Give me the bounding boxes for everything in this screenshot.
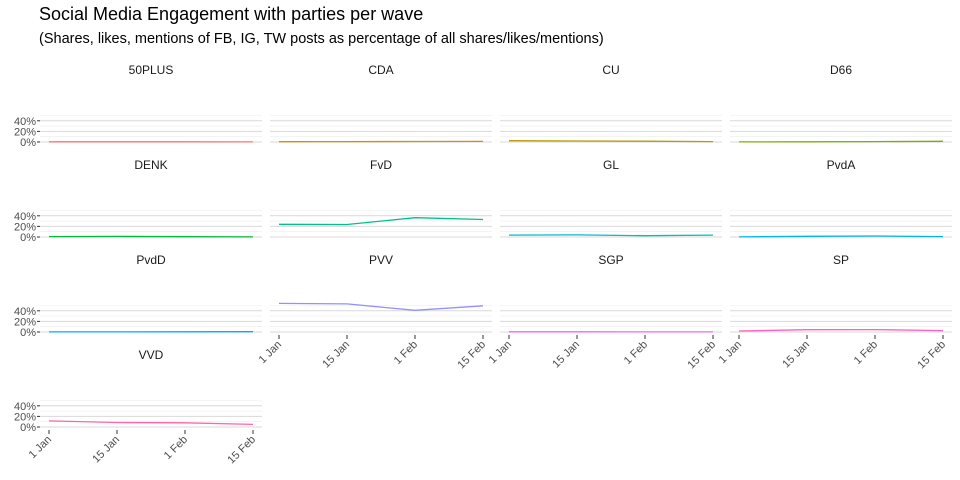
- facet-cu: CU: [500, 63, 722, 143]
- x-tick-label: 15 Jan: [550, 339, 582, 371]
- series-line-denk: [48, 235, 254, 238]
- series-line-vvd: [48, 420, 254, 426]
- series-line-pvda: [738, 235, 944, 238]
- facet-pvdd: PvdD 0%20%40%: [14, 253, 262, 339]
- facet-vvd: VVD 0%20%40% 1 Jan 15 Jan 1 Feb 15 Feb: [14, 348, 262, 466]
- series-line-pvv: [278, 302, 484, 311]
- facet-label-d66: D66: [830, 63, 852, 77]
- facet-50plus: 50PLUS 0%20%40%: [14, 63, 262, 149]
- y-tick-label: 40%: [14, 306, 36, 318]
- y-tick-label: 40%: [14, 116, 36, 128]
- facet-label-cda: CDA: [368, 63, 393, 77]
- y-tick-label: 40%: [14, 401, 36, 413]
- x-tick-label: 1 Feb: [392, 339, 420, 367]
- x-tick-label: 15 Jan: [780, 339, 812, 371]
- facet-label-sp: SP: [833, 253, 849, 267]
- facet-pvv: PVV 1 Jan 15 Jan 1 Feb 15 Feb: [257, 253, 492, 371]
- facet-label-gl: GL: [603, 158, 619, 172]
- x-tick-label: 15 Feb: [685, 339, 718, 372]
- facet-label-pvdd: PvdD: [136, 253, 166, 267]
- chart-subtitle: (Shares, likes, mentions of FB, IG, TW p…: [39, 31, 604, 47]
- y-tick-label: 20%: [14, 316, 36, 328]
- facet-gl: GL: [500, 158, 722, 238]
- y-tick-label: 20%: [14, 126, 36, 138]
- facet-sgp: SGP 1 Jan 15 Jan 1 Feb 15 Feb: [487, 253, 722, 371]
- y-tick-label: 40%: [14, 211, 36, 223]
- y-tick-label: 20%: [14, 411, 36, 423]
- x-tick-label: 15 Feb: [915, 339, 948, 372]
- facet-label-vvd: VVD: [139, 348, 164, 362]
- y-tick-label: 0%: [20, 422, 36, 434]
- series-line-gl: [508, 234, 714, 237]
- x-tick-label: 15 Feb: [455, 339, 488, 372]
- y-tick-label: 0%: [20, 232, 36, 244]
- chart-title: Social Media Engagement with parties per…: [39, 4, 424, 24]
- facet-label-denk: DENK: [134, 158, 167, 172]
- facet-d66: D66: [730, 63, 952, 143]
- facet-label-50plus: 50PLUS: [129, 63, 174, 77]
- x-tick-label: 1 Feb: [162, 434, 190, 462]
- y-tick-label: 0%: [20, 137, 36, 149]
- facet-label-sgp: SGP: [598, 253, 623, 267]
- facet-cda: CDA: [270, 63, 492, 143]
- series-line-fvd: [278, 217, 484, 226]
- facet-label-pvda: PvdA: [827, 158, 856, 172]
- x-tick-label: 1 Feb: [622, 339, 650, 367]
- series-line-d66: [738, 140, 944, 143]
- facet-label-fvd: FvD: [370, 158, 392, 172]
- x-tick-label: 15 Jan: [90, 434, 122, 466]
- x-tick-label: 1 Jan: [717, 339, 745, 367]
- facet-label-pvv: PVV: [369, 253, 393, 267]
- x-tick-label: 1 Jan: [257, 339, 285, 367]
- x-tick-label: 1 Jan: [27, 434, 55, 462]
- facet-label-cu: CU: [602, 63, 619, 77]
- x-tick-label: 1 Feb: [852, 339, 880, 367]
- x-tick-label: 15 Jan: [320, 339, 352, 371]
- facet-denk: DENK 0%20%40%: [14, 158, 262, 244]
- y-tick-label: 20%: [14, 221, 36, 233]
- x-tick-label: 1 Jan: [487, 339, 515, 367]
- facet-pvda: PvdA: [730, 158, 952, 238]
- series-line-sp: [738, 328, 944, 332]
- series-line-cu: [508, 140, 714, 143]
- y-tick-label: 0%: [20, 327, 36, 339]
- facet-fvd: FvD: [270, 158, 492, 238]
- facet-sp: SP 1 Jan 15 Jan 1 Feb 15 Feb: [717, 253, 952, 371]
- x-tick-label: 15 Feb: [225, 434, 258, 467]
